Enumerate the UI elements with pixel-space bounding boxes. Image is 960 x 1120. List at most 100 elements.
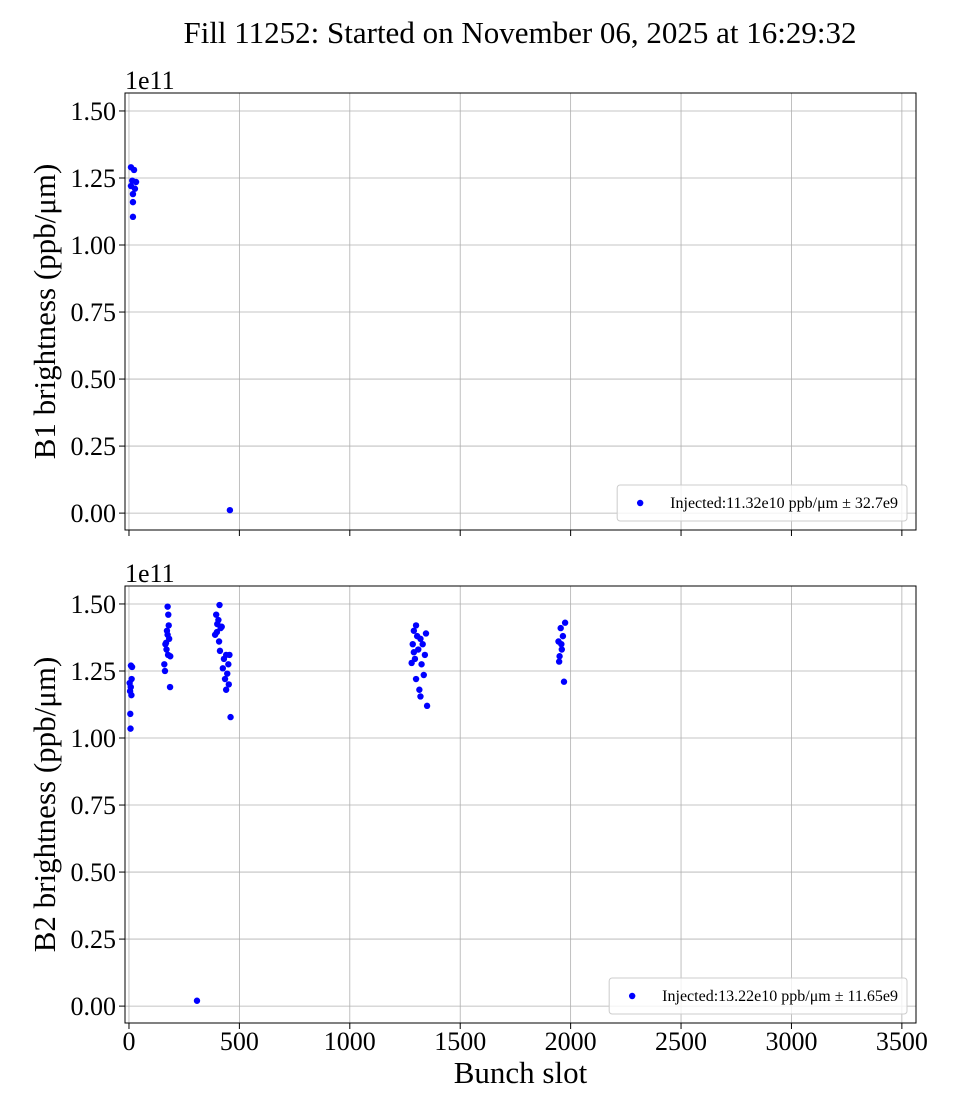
data-point [227,713,234,721]
y-offset-label: 1e11 [125,559,175,588]
figure-title: Fill 11252: Started on November 06, 2025… [183,15,856,50]
data-point [213,611,220,618]
data-point [225,661,232,668]
data-point [216,601,223,609]
data-point [213,628,221,636]
legend: Injected:11.32e10 ppb/μm ± 32.7e9 [616,484,908,522]
x-tick-label: 3000 [765,1027,817,1056]
x-tick-label: 500 [220,1027,259,1056]
data-point [128,691,135,699]
data-point [129,198,137,206]
y-axis-label: B1 brightness (ppb/μm) [27,164,62,460]
data-point [127,710,134,718]
data-point [409,640,416,648]
data-point [164,603,171,610]
y-tick-label: 0.75 [71,791,117,820]
legend-label: Injected:11.32e10 ppb/μm ± 32.7e9 [670,495,898,512]
data-point [226,651,233,659]
y-axis-label: B2 brightness (ppb/μm) [27,657,62,953]
data-point [130,166,138,174]
data-point [164,631,171,638]
data-point [216,647,224,655]
data-point [560,678,568,685]
data-point [131,185,139,192]
data-point [167,653,174,660]
data-point [416,686,423,693]
y-tick-label: 0.75 [71,298,117,327]
data-point [421,651,429,659]
data-point [222,686,230,693]
legend-marker [636,499,644,507]
x-tick-label: 0 [122,1027,135,1056]
data-point [423,702,431,710]
data-point [556,653,563,660]
data-point [163,646,170,653]
data-point [555,658,563,665]
x-axis-label: Bunch slot [454,1055,588,1090]
y-tick-label: 1.25 [71,164,117,193]
data-point [558,646,565,653]
y-offset-label: 1e11 [125,66,175,95]
y-tick-label: 1.50 [71,590,117,619]
y-tick-label: 0.25 [71,925,117,954]
data-point [221,675,229,683]
data-point [165,611,172,618]
data-point [127,725,134,732]
data-point [162,639,170,647]
data-point [132,178,140,186]
y-tick-label: 1.25 [71,657,117,686]
data-point [129,190,137,198]
data-point [559,632,567,640]
legend-frame [616,484,908,522]
plot: 0.00 0.25 0.50 0.75 1.00 1.25 1.50 1e11 B1 brigh… [27,66,917,536]
data-point [558,640,565,648]
legend-marker [628,992,636,1000]
y-tick-label: 1.00 [71,724,117,753]
data-point [408,659,415,667]
data-point [128,663,136,671]
y-tick-label: 0.25 [71,432,117,461]
data-point [220,655,228,663]
data-point [422,630,430,637]
y-tick-label: 1.50 [71,97,117,126]
plot: 0 500 1000 1500 2000 2500 3000 3500 0.00 0.25 0.50… [27,559,928,1090]
data-point [413,632,421,640]
data-point [412,622,420,629]
y-tick-label: 0.00 [71,499,117,528]
data-point [226,506,234,514]
data-point [412,675,420,683]
y-tick-label: 1.00 [71,231,117,260]
data-point [165,622,172,629]
data-point [219,665,227,672]
y-tick-label: 0.50 [71,365,117,394]
data-point [129,213,137,221]
legend-frame [608,977,908,1015]
data-point [419,640,426,648]
data-point [557,624,564,632]
data-point [417,693,424,700]
y-tick-label: 0.00 [71,992,117,1021]
data-point [410,627,418,634]
legend: Injected:13.22e10 ppb/μm ± 11.65e9 [608,977,908,1015]
data-point [161,667,169,675]
y-tick-label: 0.50 [71,858,117,887]
x-tick-label: 1000 [324,1027,376,1056]
data-point [561,619,569,626]
data-point [225,681,232,688]
data-point [224,670,231,677]
data-point [418,661,425,668]
data-point [193,997,201,1004]
data-point [218,623,225,630]
plot-frame [124,92,917,531]
x-tick-label: 2000 [545,1027,597,1056]
x-tick-label: 2500 [655,1027,707,1056]
x-tick-label: 3500 [876,1027,928,1056]
legend-label: Injected:13.22e10 ppb/μm ± 11.65e9 [662,988,898,1005]
data-point [410,649,418,656]
data-point [420,671,427,679]
data-point [215,638,223,645]
x-tick-label: 1500 [434,1027,486,1056]
data-point [166,683,174,691]
plot-frame [124,585,917,1024]
